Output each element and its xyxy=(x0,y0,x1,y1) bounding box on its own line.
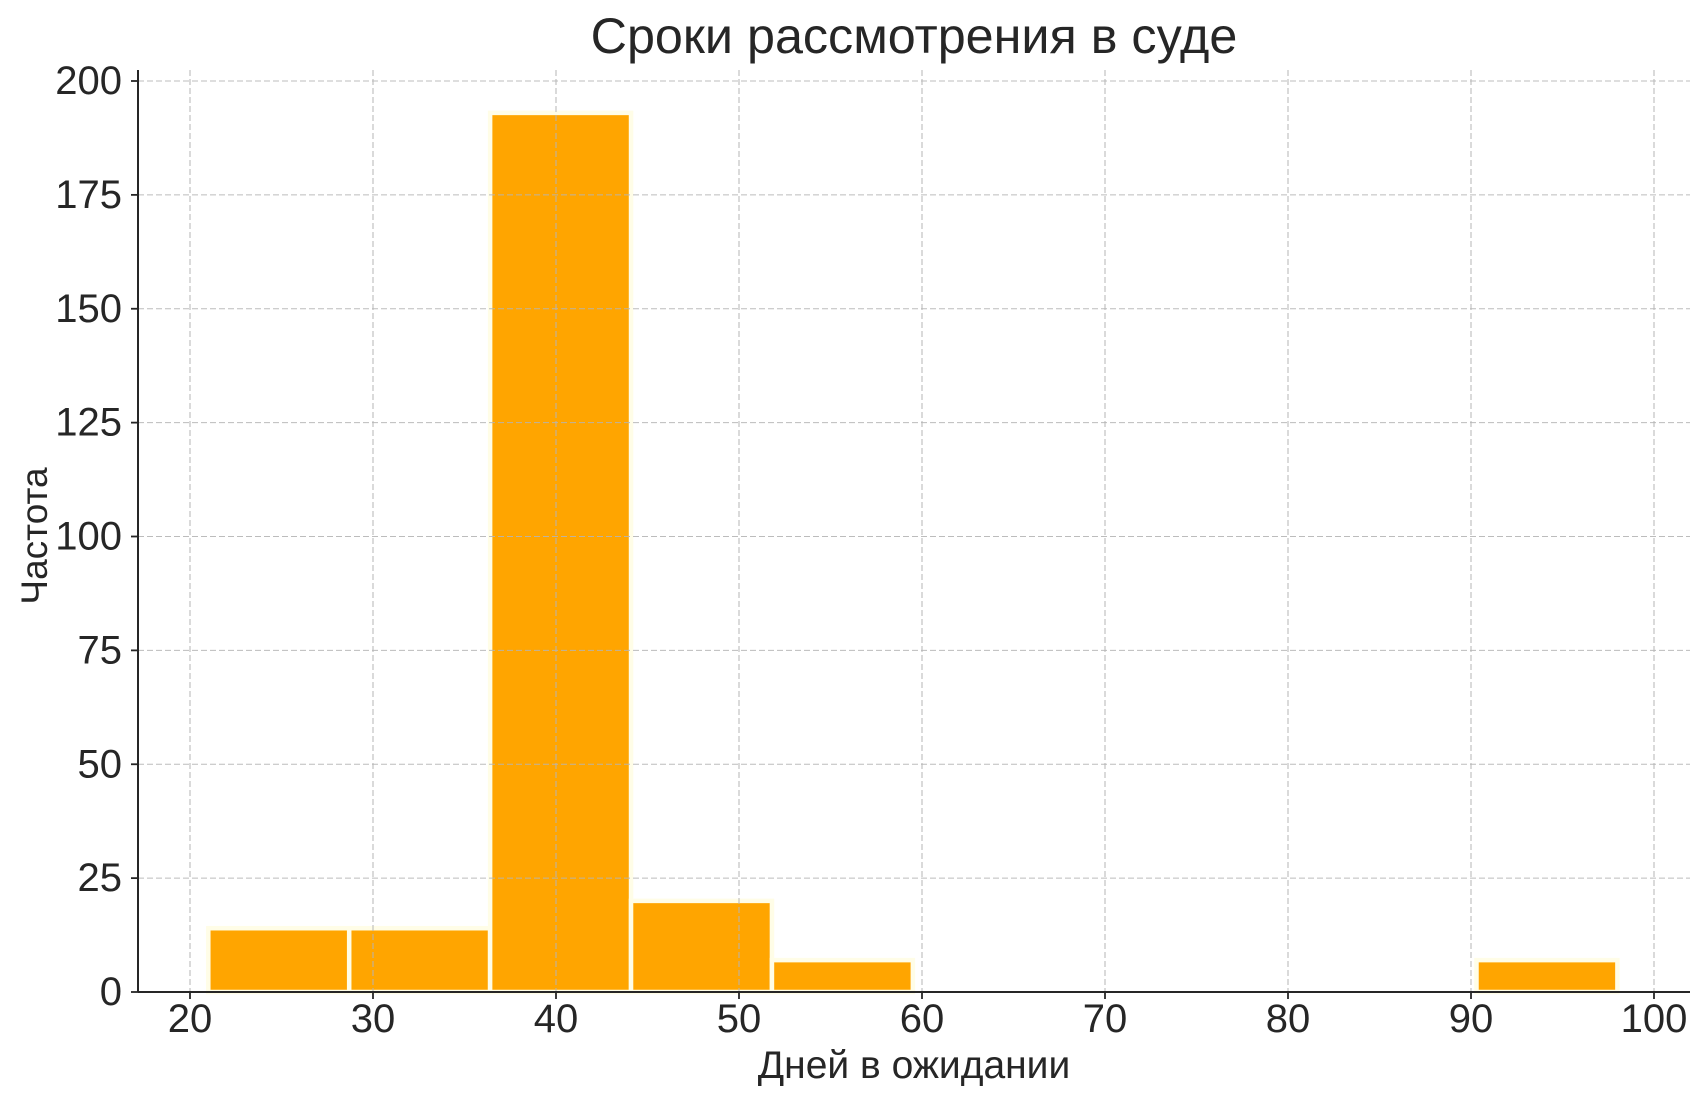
svg-text:25: 25 xyxy=(78,856,123,900)
svg-text:50: 50 xyxy=(717,997,762,1041)
svg-text:175: 175 xyxy=(55,173,122,217)
svg-text:0: 0 xyxy=(100,970,122,1014)
svg-text:125: 125 xyxy=(55,401,122,445)
svg-text:150: 150 xyxy=(55,287,122,331)
svg-text:75: 75 xyxy=(78,628,123,672)
svg-text:100: 100 xyxy=(55,515,122,559)
svg-text:80: 80 xyxy=(1266,997,1311,1041)
svg-text:100: 100 xyxy=(1621,997,1688,1041)
svg-text:Частота: Частота xyxy=(14,467,55,605)
svg-text:60: 60 xyxy=(900,997,945,1041)
svg-text:50: 50 xyxy=(78,742,123,786)
svg-text:70: 70 xyxy=(1083,997,1128,1041)
svg-text:Сроки рассмотрения в суде: Сроки рассмотрения в суде xyxy=(591,7,1238,64)
svg-text:20: 20 xyxy=(168,997,213,1041)
svg-text:30: 30 xyxy=(351,997,396,1041)
svg-text:Дней в ожидании: Дней в ожидании xyxy=(758,1044,1071,1087)
svg-text:90: 90 xyxy=(1449,997,1494,1041)
svg-text:40: 40 xyxy=(534,997,579,1041)
svg-text:200: 200 xyxy=(55,59,122,103)
